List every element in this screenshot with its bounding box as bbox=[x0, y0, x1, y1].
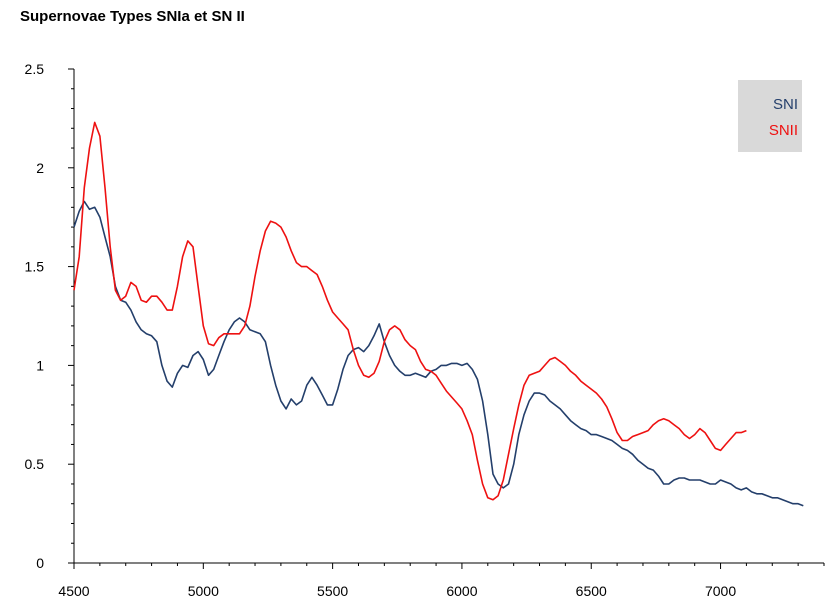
y-tick-label: 2.5 bbox=[25, 61, 45, 77]
legend-box bbox=[738, 80, 802, 152]
chart-title: Supernovae Types SNIa et SN II bbox=[20, 8, 245, 25]
y-tick-label: 2 bbox=[36, 160, 44, 176]
series-line-sni bbox=[73, 200, 804, 507]
y-tick-label: 1.5 bbox=[25, 259, 45, 275]
axes: 0 0.5 1 1.5 2 2.5 4500 5000 5500 6000 6500 7000 bbox=[25, 61, 825, 599]
legend: SNI SNII bbox=[738, 80, 802, 152]
series-layer bbox=[73, 121, 804, 507]
y-tick-label: 0.5 bbox=[25, 456, 45, 472]
x-tick-label: 5000 bbox=[188, 583, 219, 599]
x-tick-label: 7000 bbox=[705, 583, 736, 599]
y-tick-label: 0 bbox=[36, 555, 44, 571]
series-line-snii bbox=[73, 121, 747, 501]
x-tick-label: 4500 bbox=[58, 583, 89, 599]
legend-entry-sni: SNI bbox=[773, 96, 798, 113]
legend-entry-snii: SNII bbox=[769, 122, 798, 139]
x-tick-label: 6000 bbox=[446, 583, 477, 599]
x-tick-label: 5500 bbox=[317, 583, 348, 599]
x-tick-label: 6500 bbox=[576, 583, 607, 599]
y-tick-label: 1 bbox=[36, 357, 44, 373]
